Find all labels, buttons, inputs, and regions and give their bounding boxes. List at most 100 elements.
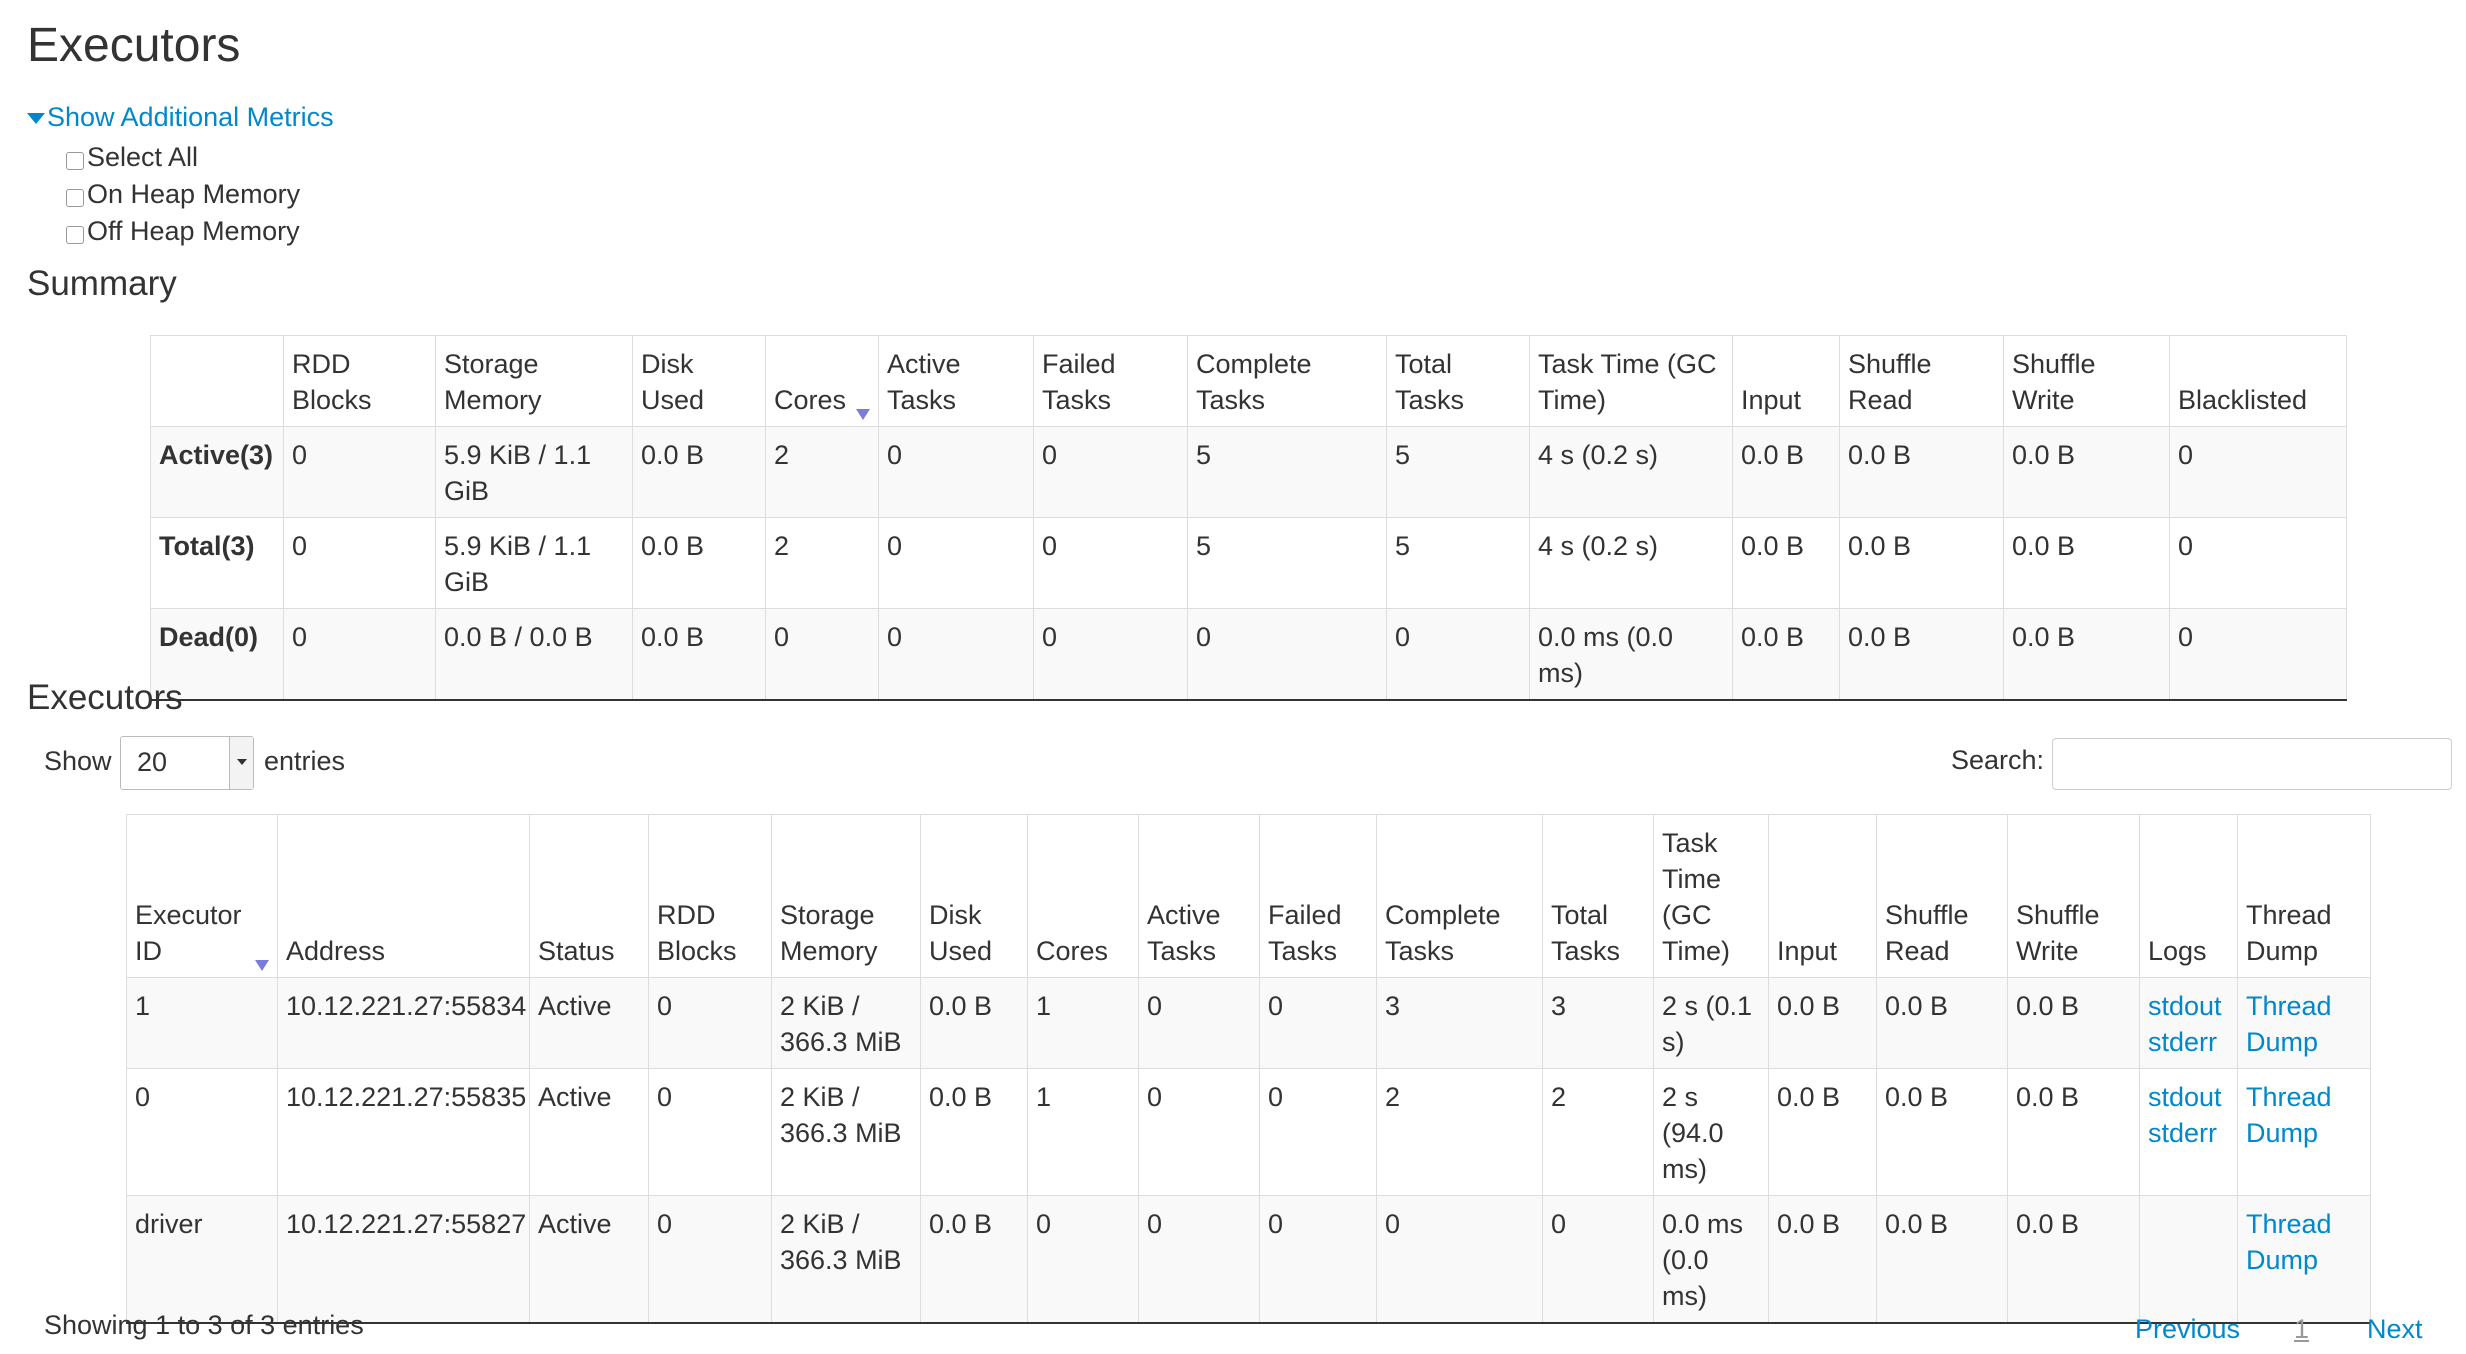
chevron-down-icon[interactable]: [229, 737, 253, 789]
column-header-status[interactable]: Status: [529, 814, 649, 978]
checkbox-label: Select All: [87, 142, 199, 172]
column-header-task-time-gc-time[interactable]: Task Time (GC Time): [1529, 335, 1733, 427]
cell: 0: [648, 1068, 772, 1196]
column-header-logs[interactable]: Logs: [2139, 814, 2238, 978]
column-header-total-tasks[interactable]: Total Tasks: [1542, 814, 1654, 978]
table-info: Showing 1 to 3 of 3 entries: [44, 1310, 364, 1340]
cell: 0.0 B: [1732, 426, 1840, 518]
cell: 1: [1027, 977, 1139, 1069]
column-header-storage-memory[interactable]: Storage Memory: [435, 335, 633, 427]
column-header-active-tasks[interactable]: Active Tasks: [878, 335, 1034, 427]
select-all-checkbox[interactable]: Select All: [66, 142, 198, 173]
logs-cell: [2139, 1195, 2238, 1324]
page-1-link[interactable]: 1: [2294, 1314, 2310, 1344]
checkbox-icon[interactable]: [66, 188, 84, 207]
thread-dump-link[interactable]: Thread Dump: [2246, 1082, 2332, 1148]
column-header-rdd-blocks[interactable]: RDD Blocks: [283, 335, 436, 427]
cell: 10.12.221.27:55835: [277, 1068, 530, 1196]
thread-dump-cell: Thread Dump: [2237, 1195, 2371, 1324]
page-size-value: 20: [137, 747, 168, 777]
column-header-disk-used[interactable]: Disk Used: [632, 335, 766, 427]
stdout-link[interactable]: stdout: [2148, 1082, 2222, 1112]
column-header-shuffle-write[interactable]: Shuffle Write: [2003, 335, 2170, 427]
cell: 0: [1259, 1068, 1377, 1196]
cell: 4 s (0.2 s): [1529, 426, 1733, 518]
column-header-complete-tasks[interactable]: Complete Tasks: [1376, 814, 1543, 978]
column-header-shuffle-read[interactable]: Shuffle Read: [1839, 335, 2004, 427]
executors-heading: Executors: [27, 678, 183, 717]
search-input[interactable]: [2052, 738, 2452, 790]
cell: 0.0 B: [2003, 426, 2170, 518]
sort-descending-icon[interactable]: [856, 409, 870, 420]
column-header-active-tasks[interactable]: Active Tasks: [1138, 814, 1260, 978]
column-header-shuffle-read[interactable]: Shuffle Read: [1876, 814, 2008, 978]
column-header-failed-tasks[interactable]: Failed Tasks: [1033, 335, 1188, 427]
cell: 0: [283, 426, 436, 518]
show-label: Show: [44, 746, 112, 776]
summary-row: Dead(0) 0 0.0 B / 0.0 B 0.0 B 0 0 0 0 0 0.0 ms (0…: [150, 608, 2347, 701]
page-size-select[interactable]: 20: [120, 736, 254, 790]
checkbox-icon[interactable]: [66, 225, 84, 244]
stderr-link[interactable]: stderr: [2148, 1027, 2218, 1057]
cell: 5: [1187, 426, 1387, 518]
column-header-storage-memory[interactable]: Storage Memory: [771, 814, 921, 978]
checkbox-icon[interactable]: [66, 151, 84, 170]
cell: 0: [1033, 608, 1188, 701]
cell: Active: [529, 1068, 649, 1196]
column-header-label[interactable]: [150, 335, 284, 427]
column-header-shuffle-write[interactable]: Shuffle Write: [2007, 814, 2140, 978]
cell: 0.0 B: [632, 608, 766, 701]
cell: 0: [1138, 1195, 1260, 1324]
search-label: Search:: [1951, 745, 2045, 775]
cell: 0: [283, 608, 436, 701]
previous-page-link[interactable]: Previous: [2135, 1314, 2241, 1344]
cell: 3: [1376, 977, 1543, 1069]
column-header-input[interactable]: Input: [1768, 814, 1877, 978]
cell: 10.12.221.27:55827: [277, 1195, 530, 1324]
column-header-failed-tasks[interactable]: Failed Tasks: [1259, 814, 1377, 978]
cell: 5.9 KiB / 1.1 GiB: [435, 517, 633, 609]
next-page-link[interactable]: Next: [2367, 1314, 2423, 1344]
column-header-cores[interactable]: Cores: [765, 335, 879, 427]
show-additional-metrics-toggle[interactable]: Show Additional Metrics: [27, 102, 334, 133]
cell: 2 s (94.0 ms): [1653, 1068, 1769, 1196]
cell: 2: [1542, 1068, 1654, 1196]
cell: 2 s (0.1 s): [1653, 977, 1769, 1069]
cell: 0.0 B: [2003, 608, 2170, 701]
entries-label: entries: [264, 746, 346, 776]
stdout-link[interactable]: stdout: [2148, 991, 2222, 1021]
cell: 0.0 B: [920, 1068, 1028, 1196]
column-header-thread-dump[interactable]: Thread Dump: [2237, 814, 2371, 978]
cell: 4 s (0.2 s): [1529, 517, 1733, 609]
cell: 0: [1033, 517, 1188, 609]
column-header-task-time-gc-time[interactable]: Task Time (GC Time): [1653, 814, 1769, 978]
column-header-blacklisted[interactable]: Blacklisted: [2169, 335, 2347, 427]
row-label: Dead(0): [150, 608, 284, 701]
column-header-input[interactable]: Input: [1732, 335, 1840, 427]
off-heap-memory-checkbox[interactable]: Off Heap Memory: [66, 216, 300, 247]
thread-dump-link[interactable]: Thread Dump: [2246, 1209, 2332, 1275]
column-header-executor-id[interactable]: Executor ID: [126, 814, 278, 978]
cell: 0.0 B: [1876, 977, 2008, 1069]
cell: 0: [1033, 426, 1188, 518]
cell: 0.0 B: [1732, 608, 1840, 701]
thread-dump-link[interactable]: Thread Dump: [2246, 991, 2332, 1057]
column-header-rdd-blocks[interactable]: RDD Blocks: [648, 814, 772, 978]
stderr-link[interactable]: stderr: [2148, 1118, 2218, 1148]
cell: 0: [1259, 977, 1377, 1069]
cell: 0: [283, 517, 436, 609]
cell: 2 KiB / 366.3 MiB: [771, 977, 921, 1069]
cell: 2: [765, 517, 879, 609]
thread-dump-cell: Thread Dump: [2237, 1068, 2371, 1196]
column-header-total-tasks[interactable]: Total Tasks: [1386, 335, 1530, 427]
on-heap-memory-checkbox[interactable]: On Heap Memory: [66, 179, 300, 210]
cell: 0.0 B: [1768, 977, 1877, 1069]
column-header-disk-used[interactable]: Disk Used: [920, 814, 1028, 978]
column-header-cores[interactable]: Cores: [1027, 814, 1139, 978]
cell: 3: [1542, 977, 1654, 1069]
sort-descending-icon[interactable]: [255, 960, 269, 971]
cell: 0.0 B: [1839, 426, 2004, 518]
column-header-complete-tasks[interactable]: Complete Tasks: [1187, 335, 1387, 427]
cell: 0: [1138, 977, 1260, 1069]
column-header-address[interactable]: Address: [277, 814, 530, 978]
